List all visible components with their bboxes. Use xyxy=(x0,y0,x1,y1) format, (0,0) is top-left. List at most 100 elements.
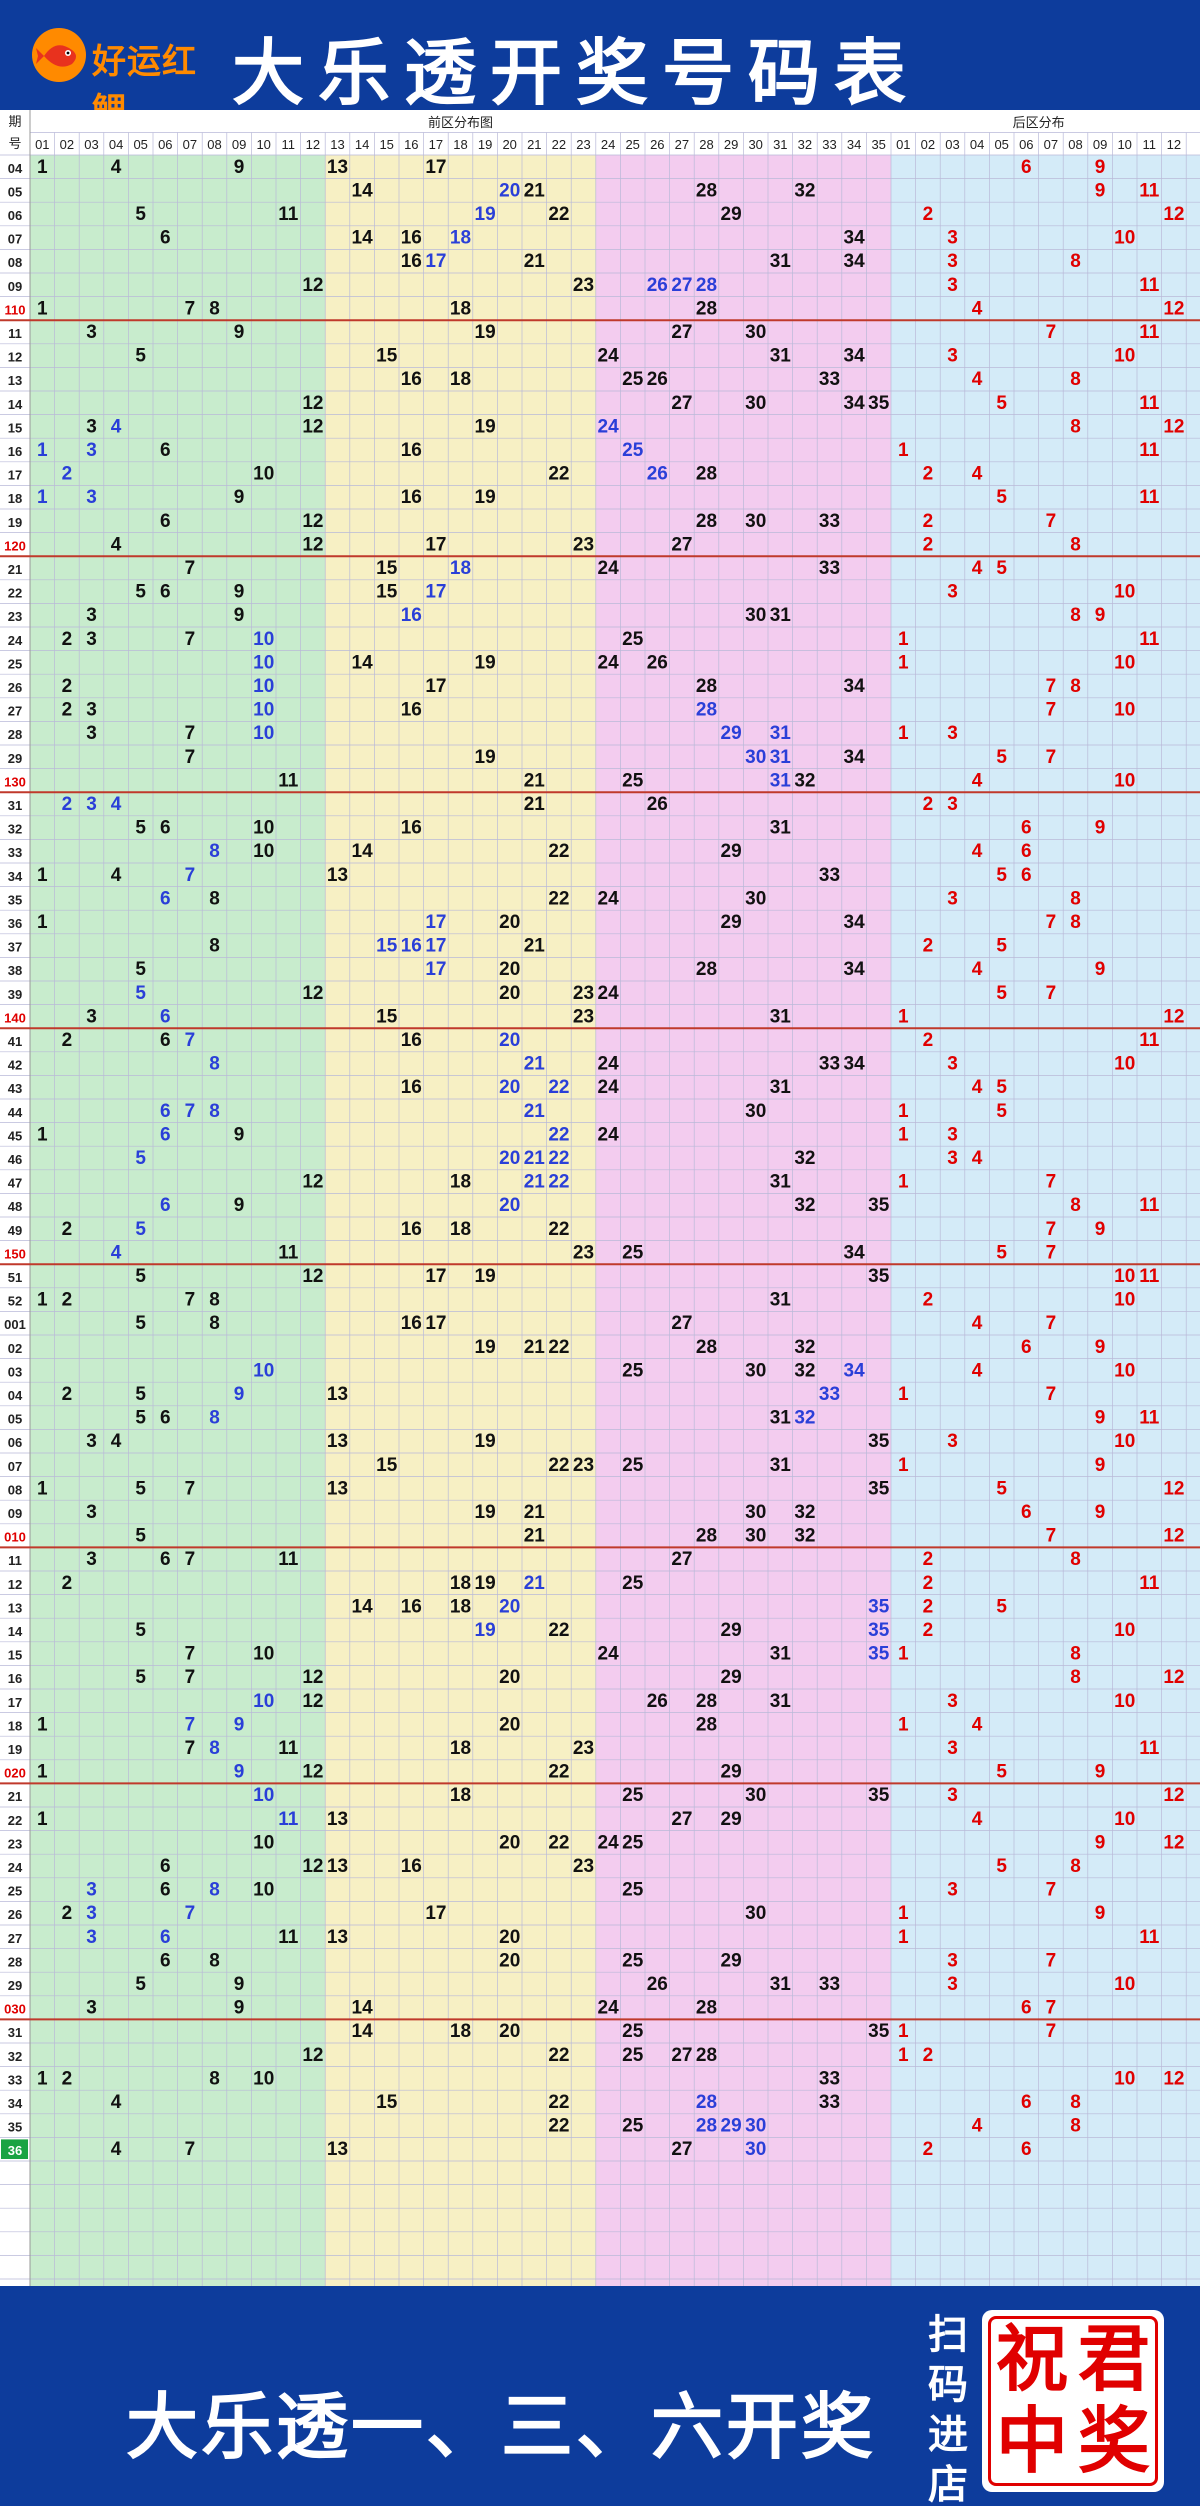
front-draw-number: 31 xyxy=(770,723,792,744)
front-draw-number: 17 xyxy=(425,676,446,697)
header-banner: 好运红鲤 大乐透开奖号码表 xyxy=(0,0,1200,130)
back-draw-number: 9 xyxy=(1095,818,1106,839)
front-draw-number: 25 xyxy=(622,2045,644,2066)
front-draw-number: 30 xyxy=(745,1360,766,1381)
front-draw-number: 16 xyxy=(401,1856,422,1877)
front-draw-number: 25 xyxy=(622,2021,644,2042)
back-draw-number: 5 xyxy=(996,1242,1007,1263)
front-draw-number: 9 xyxy=(234,322,245,343)
back-draw-number: 5 xyxy=(996,1077,1007,1098)
front-draw-number: 23 xyxy=(573,1455,594,1476)
issue-number: 44 xyxy=(8,1105,23,1120)
front-draw-number: 17 xyxy=(425,534,446,555)
front-draw-number: 12 xyxy=(302,1762,323,1783)
back-column-header: 06 xyxy=(1019,137,1033,152)
back-draw-number: 2 xyxy=(923,1573,934,1594)
front-draw-number: 33 xyxy=(819,511,840,532)
back-draw-number: 3 xyxy=(947,1054,958,1075)
back-draw-number: 8 xyxy=(1070,534,1081,555)
front-column-header: 27 xyxy=(675,137,689,152)
back-draw-number: 7 xyxy=(1046,511,1057,532)
front-draw-number: 12 xyxy=(302,275,323,296)
front-draw-number: 31 xyxy=(770,818,792,839)
front-draw-number: 17 xyxy=(425,1266,446,1287)
front-draw-number: 24 xyxy=(598,416,620,437)
back-draw-number: 10 xyxy=(1114,700,1135,721)
front-draw-number: 19 xyxy=(475,1502,496,1523)
front-draw-number: 32 xyxy=(794,1526,815,1547)
front-draw-number: 8 xyxy=(209,936,220,957)
front-draw-number: 1 xyxy=(37,1809,48,1830)
front-draw-number: 16 xyxy=(401,369,422,390)
front-draw-number: 31 xyxy=(770,747,792,768)
front-draw-number: 7 xyxy=(185,1101,196,1122)
issue-number: 18 xyxy=(8,491,22,506)
front-draw-number: 19 xyxy=(475,322,496,343)
front-draw-number: 10 xyxy=(253,1360,274,1381)
front-draw-number: 29 xyxy=(721,1950,742,1971)
front-draw-number: 8 xyxy=(209,2068,220,2089)
back-draw-number: 9 xyxy=(1095,1903,1106,1924)
front-draw-number: 34 xyxy=(844,912,866,933)
back-draw-number: 2 xyxy=(923,1620,934,1641)
front-draw-number: 24 xyxy=(598,1832,620,1853)
front-draw-number: 5 xyxy=(135,1408,146,1429)
front-draw-number: 14 xyxy=(352,1998,374,2019)
back-draw-number: 2 xyxy=(923,1549,934,1570)
front-draw-number: 26 xyxy=(647,464,668,485)
front-draw-number: 3 xyxy=(86,440,97,461)
front-draw-number: 10 xyxy=(253,1691,274,1712)
back-draw-number: 5 xyxy=(996,747,1007,768)
back-draw-number: 11 xyxy=(1139,275,1160,296)
front-draw-number: 35 xyxy=(868,1644,890,1665)
front-draw-number: 31 xyxy=(770,1077,792,1098)
front-draw-number: 20 xyxy=(499,2021,520,2042)
back-draw-number: 9 xyxy=(1095,605,1106,626)
front-column-header: 21 xyxy=(527,137,541,152)
issue-number: 17 xyxy=(8,468,22,483)
front-draw-number: 34 xyxy=(844,676,866,697)
back-draw-number: 10 xyxy=(1114,346,1135,367)
scan-qr-text[interactable]: 扫 码 进 店 xyxy=(918,2310,978,2510)
back-draw-number: 1 xyxy=(898,1714,909,1735)
issue-number: 16 xyxy=(8,444,22,459)
front-draw-number: 5 xyxy=(135,582,146,603)
front-draw-number: 9 xyxy=(234,1384,245,1405)
front-draw-number: 3 xyxy=(86,1998,97,2019)
front-draw-number: 25 xyxy=(622,1832,644,1853)
issue-number: 08 xyxy=(8,255,22,270)
front-draw-number: 6 xyxy=(160,1880,171,1901)
back-draw-number: 7 xyxy=(1046,1526,1057,1547)
issue-number: 26 xyxy=(8,1907,22,1922)
front-draw-number: 5 xyxy=(135,1384,146,1405)
issue-number: 29 xyxy=(8,751,22,766)
back-column-header: 08 xyxy=(1068,137,1082,152)
front-draw-number: 8 xyxy=(209,888,220,909)
issue-number: 49 xyxy=(8,1223,22,1238)
back-draw-number: 10 xyxy=(1114,770,1135,791)
front-draw-number: 2 xyxy=(62,1573,73,1594)
front-draw-number: 22 xyxy=(548,1832,569,1853)
front-draw-number: 35 xyxy=(868,1785,890,1806)
back-draw-number: 9 xyxy=(1095,1502,1106,1523)
front-draw-number: 10 xyxy=(253,652,274,673)
front-draw-number: 2 xyxy=(62,1030,73,1051)
front-draw-number: 8 xyxy=(209,1054,220,1075)
back-column-header: 09 xyxy=(1093,137,1107,152)
front-draw-number: 29 xyxy=(721,1620,742,1641)
front-draw-number: 14 xyxy=(352,652,374,673)
issue-number: 150 xyxy=(4,1246,26,1261)
front-draw-number: 13 xyxy=(327,1809,348,1830)
front-draw-number: 15 xyxy=(376,1006,398,1027)
issue-number: 26 xyxy=(8,680,22,695)
back-draw-number: 4 xyxy=(972,841,983,862)
back-draw-number: 12 xyxy=(1163,1526,1184,1547)
front-draw-number: 1 xyxy=(37,912,48,933)
front-draw-number: 8 xyxy=(209,298,220,319)
back-zone-title: 后区分布 xyxy=(1013,115,1065,130)
front-draw-number: 17 xyxy=(425,1313,446,1334)
back-draw-number: 2 xyxy=(923,464,934,485)
back-column-header: 03 xyxy=(945,137,959,152)
front-draw-number: 2 xyxy=(62,676,73,697)
